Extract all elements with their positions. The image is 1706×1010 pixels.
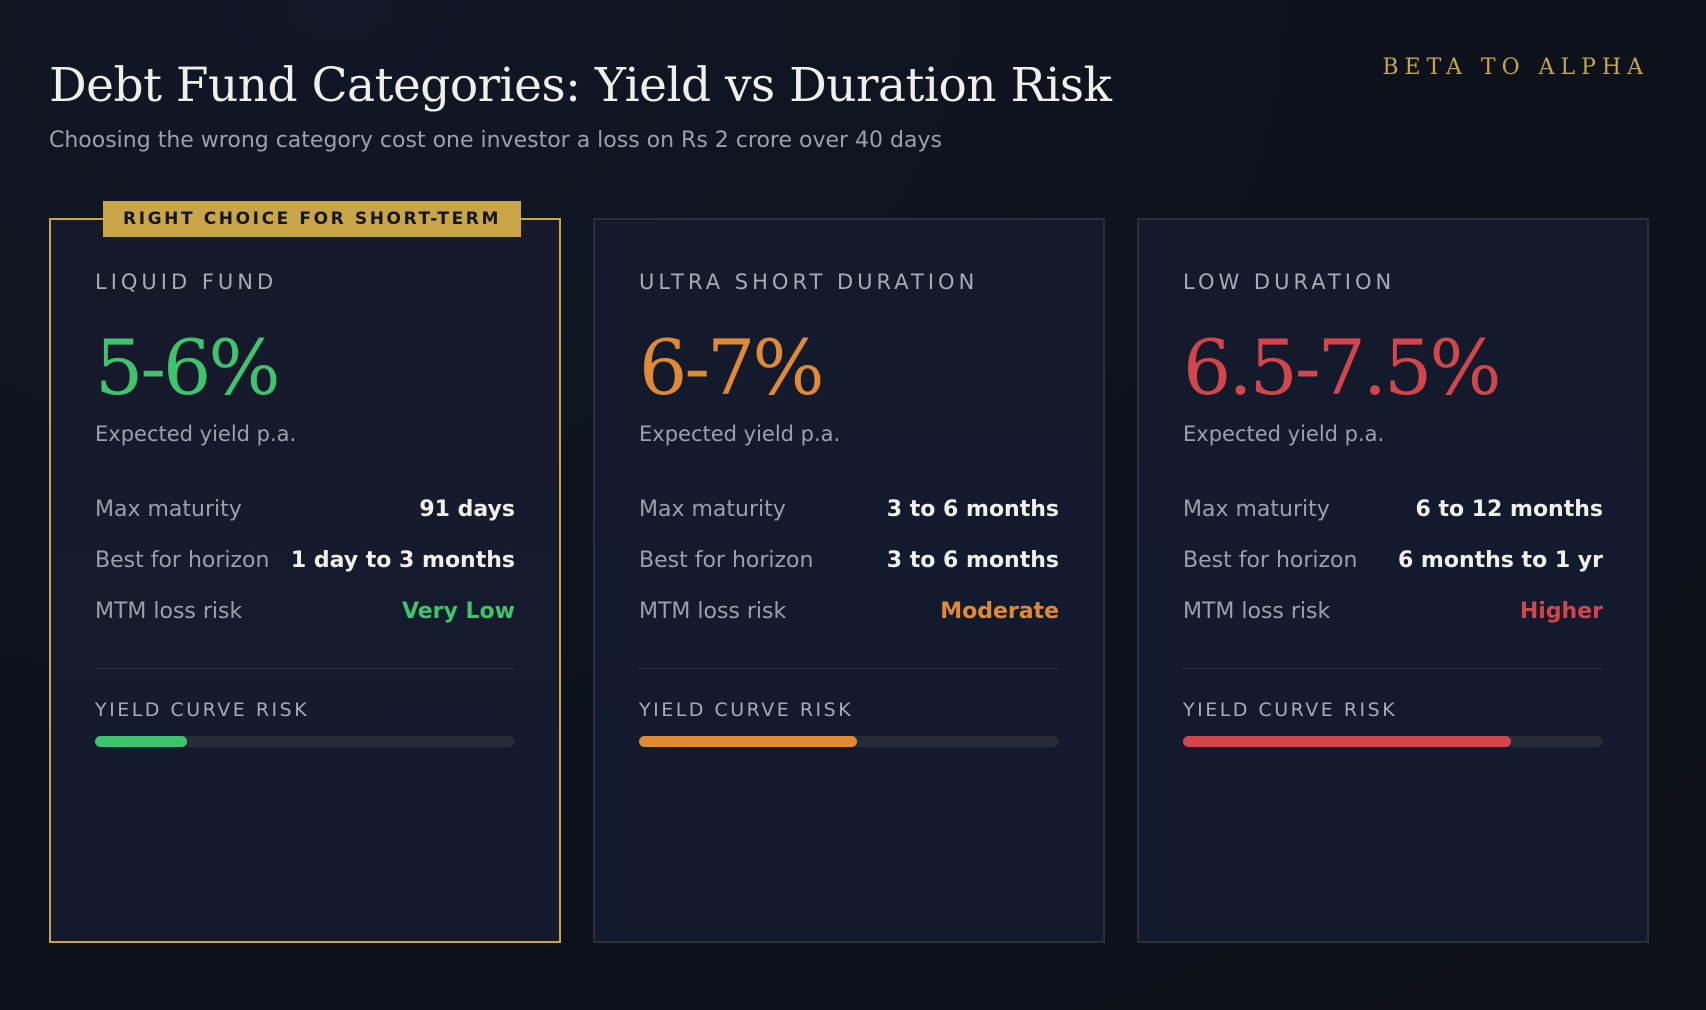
fund-details: Max maturity 6 to 12 months Best for hor…	[1183, 484, 1603, 637]
expected-yield-caption: Expected yield p.a.	[95, 422, 297, 446]
fund-category-name: LIQUID FUND	[95, 270, 278, 294]
expected-yield-value: 5-6%	[95, 323, 281, 412]
best-for-value: 1 day to 3 months	[290, 548, 515, 573]
mtm-risk-label: MTM loss risk	[1183, 599, 1331, 624]
mtm-risk-value: Very Low	[401, 599, 515, 624]
row-max-maturity: Max maturity 3 to 6 months	[639, 484, 1059, 535]
yield-curve-risk-fill	[95, 736, 188, 747]
max-maturity-label: Max maturity	[1183, 497, 1330, 522]
yield-curve-risk-label: YIELD CURVE RISK	[95, 699, 310, 721]
expected-yield-caption: Expected yield p.a.	[1183, 422, 1385, 446]
max-maturity-value: 6 to 12 months	[1415, 497, 1603, 522]
expected-yield-caption: Expected yield p.a.	[639, 422, 841, 446]
fund-card-liquid: RIGHT CHOICE FOR SHORT-TERM LIQUID FUND …	[49, 201, 561, 943]
expected-yield-value: 6-7%	[639, 323, 825, 412]
mtm-risk-value: Moderate	[940, 599, 1059, 624]
yield-curve-risk-bar	[1183, 736, 1603, 747]
max-maturity-value: 3 to 6 months	[886, 497, 1059, 522]
card-divider	[1183, 668, 1603, 669]
page-title: Debt Fund Categories: Yield vs Duration …	[49, 58, 1112, 113]
row-mtm-risk: MTM loss risk Higher	[1183, 586, 1603, 637]
best-for-value: 6 months to 1 yr	[1397, 548, 1603, 573]
expected-yield-value: 6.5-7.5%	[1183, 323, 1502, 412]
row-max-maturity: Max maturity 6 to 12 months	[1183, 484, 1603, 535]
row-mtm-risk: MTM loss risk Moderate	[639, 586, 1059, 637]
yield-curve-risk-bar	[95, 736, 515, 747]
best-for-label: Best for horizon	[95, 548, 270, 573]
row-best-for: Best for horizon 6 months to 1 yr	[1183, 535, 1603, 586]
yield-curve-risk-label: YIELD CURVE RISK	[639, 699, 854, 721]
max-maturity-label: Max maturity	[639, 497, 786, 522]
max-maturity-label: Max maturity	[95, 497, 242, 522]
yield-curve-risk-fill	[639, 736, 858, 747]
row-best-for: Best for horizon 1 day to 3 months	[95, 535, 515, 586]
yield-curve-risk-label: YIELD CURVE RISK	[1183, 699, 1398, 721]
fund-category-name: ULTRA SHORT DURATION	[639, 270, 979, 294]
fund-card-low-duration: LOW DURATION 6.5-7.5% Expected yield p.a…	[1137, 218, 1649, 943]
recommended-badge: RIGHT CHOICE FOR SHORT-TERM	[103, 201, 521, 237]
row-best-for: Best for horizon 3 to 6 months	[639, 535, 1059, 586]
fund-details: Max maturity 3 to 6 months Best for hori…	[639, 484, 1059, 637]
mtm-risk-label: MTM loss risk	[95, 599, 243, 624]
page-subtitle: Choosing the wrong category cost one inv…	[49, 128, 942, 153]
max-maturity-value: 91 days	[419, 497, 515, 522]
best-for-label: Best for horizon	[639, 548, 814, 573]
row-mtm-risk: MTM loss risk Very Low	[95, 586, 515, 637]
fund-card-ultra-short: ULTRA SHORT DURATION 6-7% Expected yield…	[593, 218, 1105, 943]
best-for-value: 3 to 6 months	[886, 548, 1059, 573]
yield-curve-risk-fill	[1183, 736, 1511, 747]
mtm-risk-label: MTM loss risk	[639, 599, 787, 624]
brand-logo: BETA TO ALPHA	[1382, 55, 1649, 80]
fund-details: Max maturity 91 days Best for horizon 1 …	[95, 484, 515, 637]
card-divider	[639, 668, 1059, 669]
best-for-label: Best for horizon	[1183, 548, 1358, 573]
card-divider	[95, 668, 515, 669]
row-max-maturity: Max maturity 91 days	[95, 484, 515, 535]
mtm-risk-value: Higher	[1519, 599, 1603, 624]
fund-category-name: LOW DURATION	[1183, 270, 1396, 294]
yield-curve-risk-bar	[639, 736, 1059, 747]
